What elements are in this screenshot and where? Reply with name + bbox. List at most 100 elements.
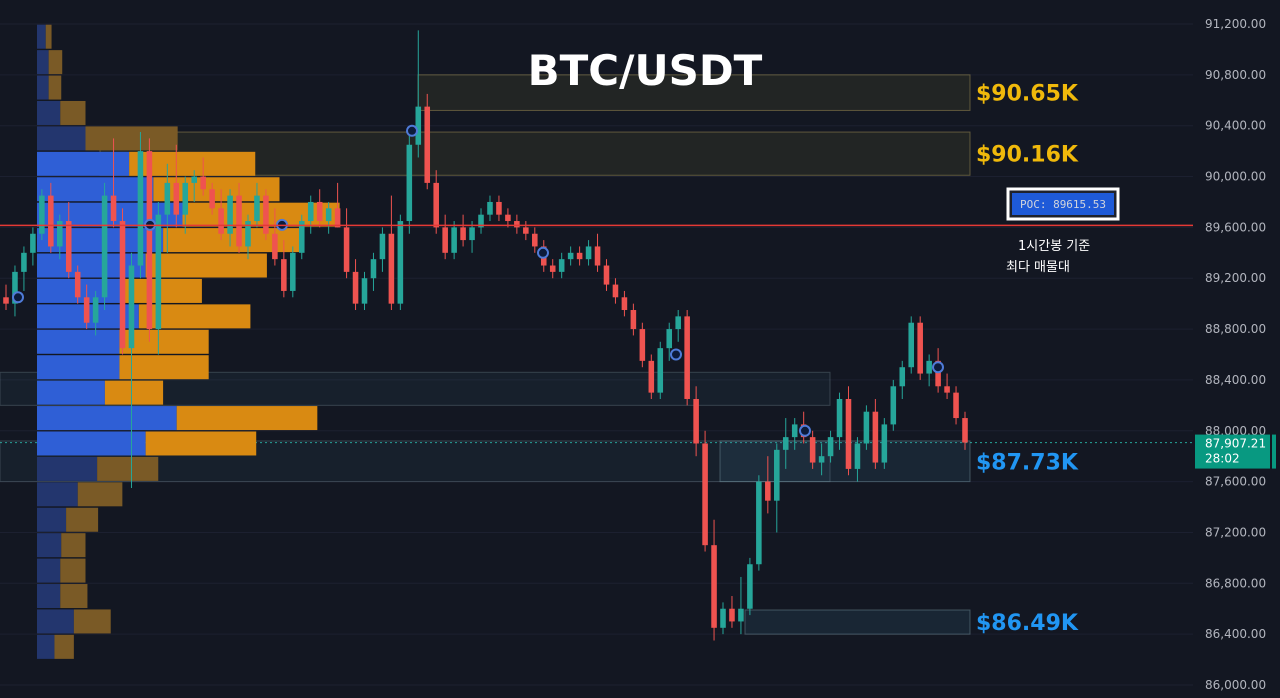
candle-body: [21, 252, 27, 272]
volume-buy-bar: [37, 355, 120, 380]
candle-body: [666, 329, 673, 349]
candle-body: [612, 284, 619, 298]
candle-body: [899, 367, 906, 387]
candle-body: [352, 271, 359, 304]
candle-body: [648, 360, 655, 393]
marker-circle: [670, 348, 682, 361]
candle-body: [532, 233, 538, 247]
y-tick-label: 90,400.00: [1205, 119, 1266, 133]
volume-buy-bar: [37, 24, 46, 49]
marker-circle: [799, 424, 811, 437]
volume-sell-bar: [66, 507, 99, 532]
volume-buy-bar: [37, 406, 177, 431]
y-tick-label: 86,800.00: [1205, 576, 1266, 590]
y-tick-label: 86,000.00: [1205, 678, 1266, 692]
volume-sell-bar: [145, 253, 267, 278]
candle-body: [567, 252, 574, 260]
y-tick-label: 87,600.00: [1205, 475, 1266, 489]
candle-body: [298, 221, 305, 253]
marker-circle: [932, 361, 944, 374]
candle-body: [738, 608, 744, 622]
volume-buy-bar: [37, 75, 49, 100]
volume-sell-bar: [119, 355, 209, 380]
volume-sell-bar: [60, 100, 86, 125]
candle-body: [56, 221, 63, 247]
candle-body: [702, 443, 708, 546]
candle-body: [953, 392, 959, 419]
candle-body: [191, 176, 197, 183]
candle-body: [926, 360, 932, 374]
volume-buy-bar: [37, 584, 61, 609]
candle-body: [388, 233, 395, 304]
level-zone: [744, 609, 971, 635]
candle-body: [478, 214, 484, 228]
y-tick-label: 86,400.00: [1205, 627, 1266, 641]
volume-sell-bar: [54, 634, 74, 659]
scroll-edge-marker[interactable]: [1272, 434, 1276, 469]
candle-body: [397, 221, 404, 304]
volume-sell-bar: [119, 329, 209, 354]
volume-sell-bar: [45, 24, 52, 49]
candle-body: [281, 259, 287, 291]
candle-body: [325, 208, 332, 222]
level-labels: $90.65K $90.16K $87.73K $86.49K: [976, 82, 1079, 636]
volume-sell-bar: [124, 278, 202, 303]
candle-body: [137, 151, 144, 266]
candle-body: [39, 195, 45, 234]
candle-body: [603, 265, 610, 285]
candle-body: [128, 265, 135, 349]
candle-body: [684, 316, 690, 399]
grid-lines: [0, 23, 1193, 686]
candle-body: [245, 221, 251, 247]
volume-sell-bar: [145, 431, 257, 456]
candle-body: [720, 608, 726, 628]
y-tick-label: 91,200.00: [1205, 17, 1266, 31]
price-axis: 91,200.00 90,800.00 90,400.00 90,000.00 89,6…: [1193, 0, 1280, 698]
volume-sell-bar: [138, 304, 251, 329]
candle-body: [200, 176, 206, 190]
current-price-tag: 87,907.21 28:02: [1195, 434, 1270, 469]
candle-body: [307, 201, 314, 222]
candle-body: [451, 227, 457, 253]
level-label: $87.73K: [976, 450, 1079, 475]
candle-body: [657, 348, 664, 393]
candle-body: [675, 316, 681, 330]
volume-buy-bar: [37, 329, 120, 354]
axis-background: [1193, 0, 1280, 698]
candle-body: [236, 195, 242, 247]
candle-body: [872, 411, 879, 463]
candle-body: [621, 297, 628, 311]
candle-body: [48, 195, 54, 247]
candle-body: [460, 227, 466, 241]
volume-sell-bar: [176, 406, 318, 431]
candle-body: [263, 195, 269, 234]
current-price-value: 87,907.21: [1205, 437, 1266, 451]
candle-body: [218, 208, 224, 234]
candle-body: [854, 443, 861, 469]
candle-body: [765, 481, 771, 501]
poc-note-line2: 최다 매물대: [1006, 260, 1070, 275]
level-label: $86.49K: [976, 611, 1079, 636]
volume-sell-bar: [73, 609, 111, 634]
candle-body: [83, 297, 90, 323]
volume-sell-bar: [97, 456, 159, 481]
candle-body: [415, 106, 422, 145]
volume-sell-bar: [61, 533, 86, 558]
candle-body: [729, 608, 735, 622]
volume-sell-bar: [104, 380, 164, 405]
volume-sell-bar: [77, 482, 123, 507]
candle-body: [272, 233, 278, 260]
candle-body: [917, 322, 923, 374]
candle-body: [101, 195, 108, 298]
candle-body: [182, 182, 189, 215]
y-tick-label: 88,000.00: [1205, 424, 1266, 438]
candle-body: [863, 411, 870, 444]
volume-buy-bar: [37, 482, 78, 507]
candle-body: [469, 227, 475, 241]
volume-sell-bar: [163, 228, 304, 253]
volume-buy-bar: [37, 100, 61, 125]
candle-body: [630, 310, 637, 330]
candle-body: [496, 201, 502, 215]
poc-box-fill: [1012, 193, 1114, 215]
